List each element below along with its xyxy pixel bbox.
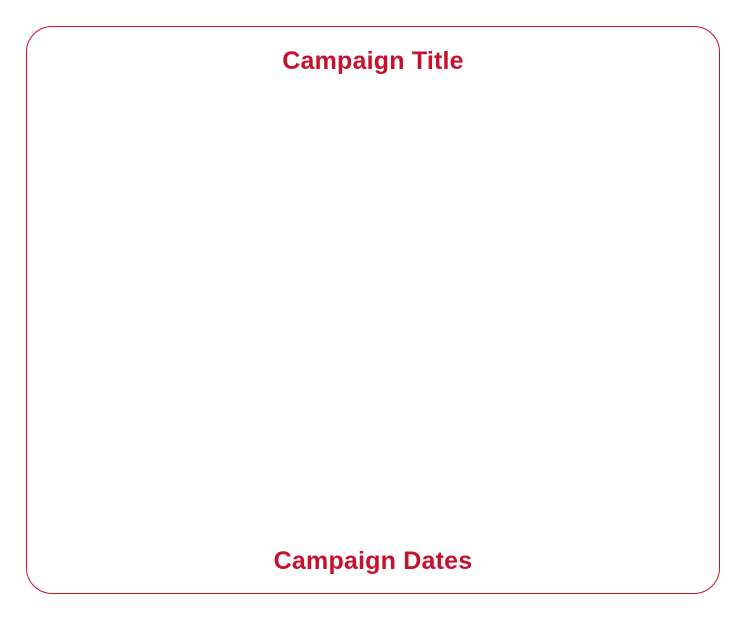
- campaign-title: Campaign Title: [282, 47, 464, 75]
- campaign-card: Campaign Title Campaign Dates: [26, 26, 720, 594]
- campaign-dates: Campaign Dates: [273, 547, 473, 575]
- campaign-card-body: [27, 97, 719, 533]
